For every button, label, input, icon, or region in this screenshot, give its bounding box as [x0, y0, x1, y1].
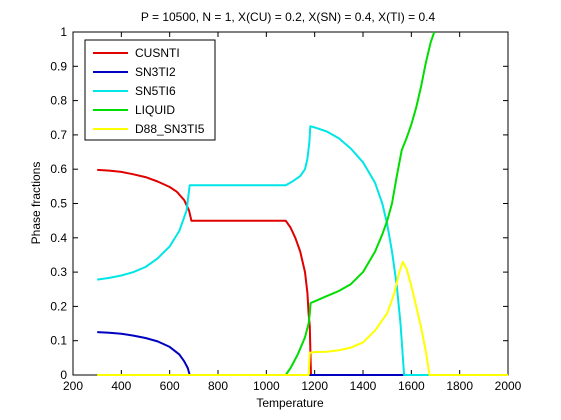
legend-label: CUSNTI	[135, 46, 180, 60]
x-tick-label: 400	[111, 379, 131, 393]
legend-label: SN3TI2	[135, 65, 176, 79]
y-tick-label: 0.8	[50, 94, 67, 108]
chart-title: P = 10500, N = 1, X(CU) = 0.2, X(SN) = 0…	[141, 10, 436, 24]
y-tick-label: 0.2	[50, 299, 67, 313]
x-tick-label: 200	[63, 379, 83, 393]
legend-label: D88_SN3TI5	[135, 122, 205, 136]
series-lines	[97, 31, 508, 376]
series-line-sn5ti6	[97, 125, 508, 376]
x-tick-label: 800	[208, 379, 228, 393]
legend: CUSNTI SN3TI2 SN5TI6 LIQUID D88_SN3TI5	[84, 39, 216, 141]
y-tick-label: 1	[60, 25, 67, 39]
y-tick-label: 0	[60, 368, 67, 382]
series-line-cusnti	[97, 168, 508, 376]
legend-label: LIQUID	[135, 103, 175, 117]
x-tick-label: 1600	[398, 379, 425, 393]
x-tick-label: 1000	[253, 379, 280, 393]
x-tick-label: 2000	[495, 379, 522, 393]
y-tick-label: 0.5	[50, 197, 67, 211]
x-tick-label: 1200	[301, 379, 328, 393]
series-line-liquid	[97, 31, 436, 376]
y-axis-label: Phase fractions	[29, 162, 43, 245]
y-tick-label: 0.9	[50, 59, 67, 73]
y-tick-label: 0.7	[50, 128, 67, 142]
y-tick-label: 0.6	[50, 162, 67, 176]
legend-label: SN5TI6	[135, 84, 176, 98]
y-tick-label: 0.4	[50, 231, 67, 245]
axis-ticks: 200 400 600 800 1000 1200 1400 1600 1800 2000 0 0.1…	[50, 25, 521, 393]
x-tick-label: 1400	[350, 379, 377, 393]
series-line-sn3ti2	[97, 331, 508, 376]
y-tick-label: 0.3	[50, 265, 67, 279]
x-tick-label: 1800	[446, 379, 473, 393]
x-axis-label: Temperature	[256, 396, 324, 410]
series-line-d88-sn3ti5	[97, 260, 508, 376]
x-tick-label: 600	[160, 379, 180, 393]
y-tick-label: 0.1	[50, 334, 67, 348]
